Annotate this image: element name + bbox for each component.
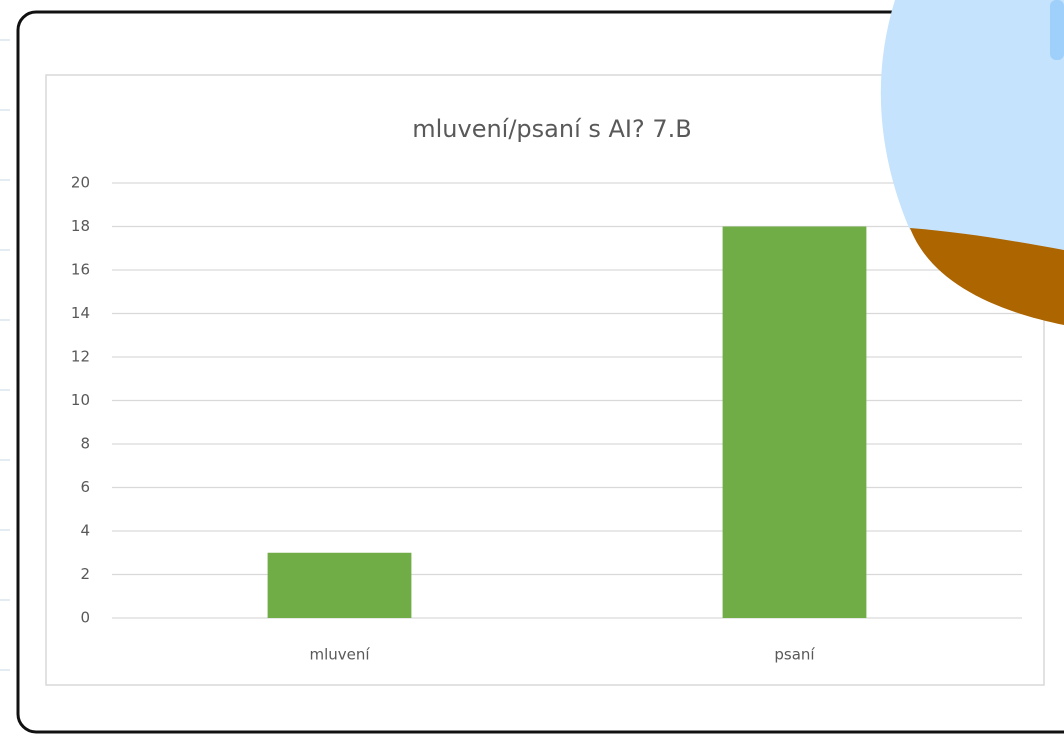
- decor-tab: [1050, 0, 1064, 60]
- background-lines: [0, 39, 10, 671]
- y-tick-label: 2: [80, 565, 90, 583]
- decor-blob-blue: [880, 0, 1064, 250]
- chart-frame: [45, 74, 1045, 686]
- y-tick-label: 20: [71, 174, 90, 192]
- y-tick-label: 0: [80, 609, 90, 627]
- y-tick-label: 12: [71, 348, 90, 366]
- y-tick-label: 18: [71, 217, 90, 235]
- plot: 0 2 4 6 8 10 12 14 16 18 20 mluvení psaní: [71, 174, 1022, 664]
- bar: [722, 226, 867, 618]
- decor-blob-brown: [910, 228, 1064, 325]
- y-tick-label: 6: [80, 478, 90, 496]
- chart-title: mluvení/psaní s AI? 7.B: [412, 115, 692, 143]
- y-tick-label: 8: [80, 435, 90, 453]
- y-tick-label: 16: [71, 261, 90, 279]
- x-tick-label: mluvení: [309, 646, 370, 664]
- x-tick-label: psaní: [774, 646, 815, 664]
- y-tick-label: 14: [71, 304, 90, 322]
- bar: [267, 552, 412, 618]
- y-tick-label: 4: [80, 522, 90, 540]
- y-tick-label: 10: [71, 391, 90, 409]
